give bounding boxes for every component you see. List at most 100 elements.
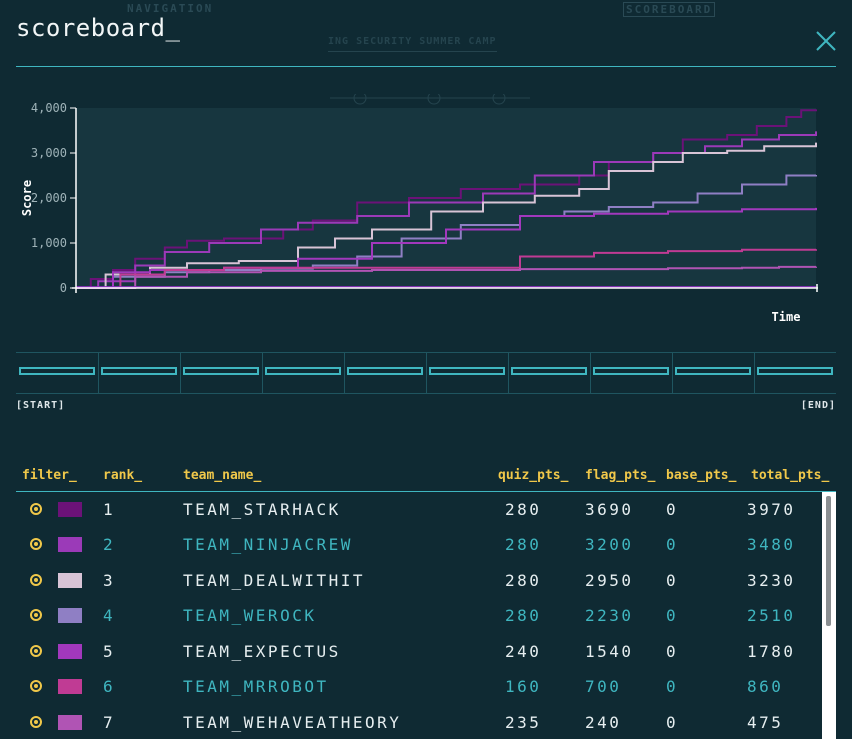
base-pts-cell: 0 bbox=[666, 713, 679, 732]
y-tick-label: 2,000 bbox=[31, 191, 67, 205]
timeline-segment[interactable] bbox=[183, 367, 259, 375]
rank-cell: 5 bbox=[103, 642, 116, 661]
team-name-cell: TEAM_WEROCK bbox=[183, 606, 317, 625]
table-row: 4 TEAM_WEROCK 280 2230 0 2510 bbox=[16, 598, 822, 633]
rank-cell: 7 bbox=[103, 713, 116, 732]
scrollbar-thumb[interactable] bbox=[826, 496, 831, 626]
team-name-cell: TEAM_STARHACK bbox=[183, 500, 341, 519]
score-chart: 0 1,000 2,000 3,000 4,000 Score Time bbox=[20, 101, 818, 324]
timeline-tick bbox=[672, 353, 673, 393]
timeline-segment[interactable] bbox=[101, 367, 177, 375]
team-color-swatch bbox=[58, 715, 82, 730]
timeline-segment[interactable] bbox=[511, 367, 587, 375]
base-pts-cell: 0 bbox=[666, 571, 679, 590]
filter-radio[interactable] bbox=[30, 538, 42, 550]
header-team-name[interactable]: team_name_ bbox=[183, 468, 262, 483]
x-axis-label: Time bbox=[772, 310, 801, 324]
table-header: filter_ rank_ team_name_ quiz_pts_ flag_… bbox=[16, 466, 836, 492]
y-tick-label: 3,000 bbox=[31, 146, 67, 160]
timeline-segment[interactable] bbox=[347, 367, 423, 375]
quiz-pts-cell: 280 bbox=[505, 500, 542, 519]
total-pts-cell: 475 bbox=[747, 713, 784, 732]
filter-radio[interactable] bbox=[30, 645, 42, 657]
total-pts-cell: 3480 bbox=[747, 535, 796, 554]
timeline-segment[interactable] bbox=[593, 367, 669, 375]
rank-cell: 1 bbox=[103, 500, 116, 519]
series-line-3 bbox=[76, 142, 817, 289]
flag-pts-cell: 700 bbox=[585, 677, 622, 696]
timeline-segment[interactable] bbox=[19, 367, 95, 375]
series-line-6 bbox=[76, 248, 817, 289]
table-row: 5 TEAM_EXPECTUS 240 1540 0 1780 bbox=[16, 634, 822, 669]
total-pts-cell: 3970 bbox=[747, 500, 796, 519]
header-base-pts[interactable]: base_pts_ bbox=[666, 468, 737, 483]
team-name-cell: TEAM_EXPECTUS bbox=[183, 642, 341, 661]
total-pts-cell: 1780 bbox=[747, 642, 796, 661]
timeline-end-label: [END] bbox=[800, 400, 836, 411]
quiz-pts-cell: 280 bbox=[505, 606, 542, 625]
timeline-range[interactable] bbox=[16, 352, 836, 394]
header-total-pts[interactable]: total_pts_ bbox=[751, 468, 830, 483]
quiz-pts-cell: 235 bbox=[505, 713, 542, 732]
filter-radio[interactable] bbox=[30, 680, 42, 692]
table-scrollbar[interactable] bbox=[822, 492, 836, 739]
table-row: 1 TEAM_STARHACK 280 3690 0 3970 bbox=[16, 492, 822, 527]
timeline-tick bbox=[98, 353, 99, 393]
timeline-start-label: [START] bbox=[16, 400, 66, 411]
table-row: 6 TEAM_MRROBOT 160 700 0 860 bbox=[16, 669, 822, 704]
table-row: 7 TEAM_WEHAVEATHEORY 235 240 0 475 bbox=[16, 705, 822, 739]
rank-cell: 6 bbox=[103, 677, 116, 696]
modal-title: scoreboard_ bbox=[16, 14, 181, 42]
team-name-cell: TEAM_WEHAVEATHEORY bbox=[183, 713, 402, 732]
flag-pts-cell: 2230 bbox=[585, 606, 634, 625]
team-color-swatch bbox=[58, 608, 82, 623]
filter-radio[interactable] bbox=[30, 716, 42, 728]
base-pts-cell: 0 bbox=[666, 606, 679, 625]
table-row: 2 TEAM_NINJACREW 280 3200 0 3480 bbox=[16, 527, 822, 562]
team-name-cell: TEAM_DEALWITHIT bbox=[183, 571, 365, 590]
y-axis-label: Score bbox=[20, 180, 34, 216]
base-pts-cell: 0 bbox=[666, 535, 679, 554]
total-pts-cell: 860 bbox=[747, 677, 784, 696]
header-quiz-pts[interactable]: quiz_pts_ bbox=[498, 468, 569, 483]
header-rank[interactable]: rank_ bbox=[103, 468, 143, 483]
close-icon[interactable] bbox=[812, 27, 840, 55]
timeline-segment[interactable] bbox=[757, 367, 833, 375]
rank-cell: 2 bbox=[103, 535, 116, 554]
timeline-tick bbox=[426, 353, 427, 393]
background-stepper bbox=[330, 94, 530, 105]
team-name-cell: TEAM_MRROBOT bbox=[183, 677, 329, 696]
filter-radio[interactable] bbox=[30, 503, 42, 515]
header-filter: filter_ bbox=[22, 468, 77, 483]
base-pts-cell: 0 bbox=[666, 677, 679, 696]
timeline-tick bbox=[262, 353, 263, 393]
title-divider bbox=[16, 66, 836, 67]
timeline-tick bbox=[344, 353, 345, 393]
timeline-tick bbox=[180, 353, 181, 393]
rank-cell: 4 bbox=[103, 606, 116, 625]
team-color-swatch bbox=[58, 644, 82, 659]
quiz-pts-cell: 240 bbox=[505, 642, 542, 661]
series-line-7 bbox=[76, 265, 817, 289]
team-color-swatch bbox=[58, 537, 82, 552]
timeline-tick bbox=[754, 353, 755, 393]
background-camp-label: ING SECURITY SUMMER CAMP bbox=[328, 36, 497, 52]
quiz-pts-cell: 280 bbox=[505, 535, 542, 554]
quiz-pts-cell: 280 bbox=[505, 571, 542, 590]
filter-radio[interactable] bbox=[30, 574, 42, 586]
header-flag-pts[interactable]: flag_pts_ bbox=[585, 468, 656, 483]
base-pts-cell: 0 bbox=[666, 642, 679, 661]
timeline-segment[interactable] bbox=[429, 367, 505, 375]
team-color-swatch bbox=[58, 679, 82, 694]
timeline-segment[interactable] bbox=[265, 367, 341, 375]
team-color-swatch bbox=[58, 502, 82, 517]
quiz-pts-cell: 160 bbox=[505, 677, 542, 696]
background-scoreboard-label: SCOREBOARD bbox=[623, 2, 716, 17]
y-tick-label: 4,000 bbox=[31, 101, 67, 115]
series-line-2 bbox=[76, 131, 817, 289]
timeline-segment[interactable] bbox=[675, 367, 751, 375]
filter-radio[interactable] bbox=[30, 609, 42, 621]
y-tick-label: 0 bbox=[60, 281, 67, 295]
table-row: 3 TEAM_DEALWITHIT 280 2950 0 3230 bbox=[16, 563, 822, 598]
rank-cell: 3 bbox=[103, 571, 116, 590]
